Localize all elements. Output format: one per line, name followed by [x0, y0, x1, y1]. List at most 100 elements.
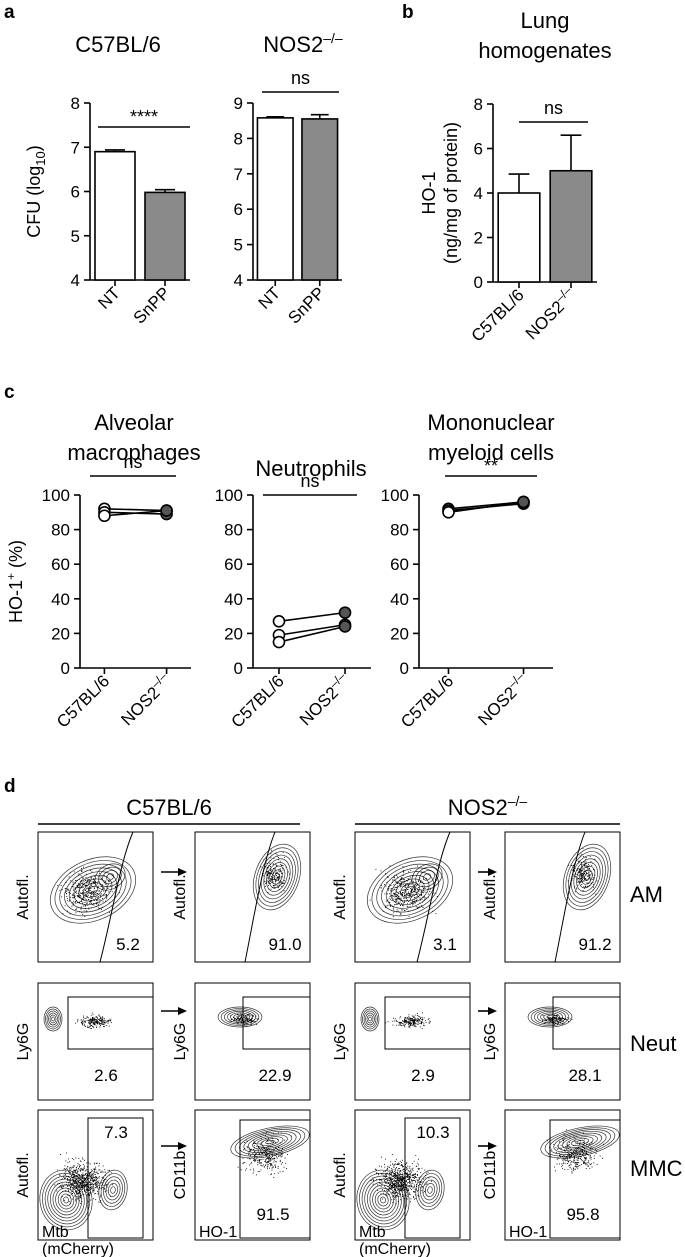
event-dot: [260, 1162, 262, 1163]
event-dot: [384, 1179, 386, 1181]
event-dot: [391, 1175, 393, 1177]
event-dot: [101, 1177, 103, 1178]
event-dot: [417, 880, 419, 882]
event-dot: [102, 1180, 104, 1181]
chart-title: NOS2–/–: [263, 30, 343, 57]
event-dot: [401, 900, 403, 902]
event-dot: [74, 1165, 75, 1167]
event-dot: [240, 1017, 242, 1018]
event-dot: [99, 1026, 101, 1028]
event-dot: [94, 1193, 96, 1195]
event-dot: [73, 1185, 75, 1187]
event-dot: [61, 1183, 63, 1185]
event-dot: [79, 1185, 81, 1186]
event-dot: [79, 1160, 81, 1162]
event-dot: [268, 1155, 270, 1156]
event-dot: [383, 1176, 385, 1178]
event-dot: [104, 1188, 106, 1190]
event-dot: [68, 1176, 70, 1178]
event-dot: [562, 1164, 564, 1166]
event-dot: [282, 851, 284, 853]
event-dot: [403, 1178, 405, 1180]
event-dot: [580, 870, 582, 871]
event-dot: [545, 1020, 547, 1021]
event-dot: [590, 1148, 592, 1150]
event-dot: [81, 871, 83, 872]
event-dot: [253, 1020, 254, 1022]
event-dot: [595, 1149, 597, 1151]
event-dot: [394, 904, 395, 906]
event-dot: [406, 1162, 408, 1164]
event-dot: [279, 882, 281, 884]
event-dot: [404, 1017, 406, 1019]
event-dot: [277, 1166, 279, 1168]
event-dot: [396, 898, 398, 900]
density-contour: [268, 865, 286, 889]
event-dot: [264, 880, 266, 882]
event-dot: [85, 1182, 87, 1183]
event-dot: [378, 1165, 380, 1167]
event-dot: [569, 1160, 571, 1161]
event-dot: [395, 1203, 397, 1205]
density-contour: [260, 1138, 280, 1146]
event-dot: [96, 1182, 97, 1183]
event-dot: [77, 1182, 79, 1184]
event-dot: [95, 1193, 97, 1194]
event-dot: [248, 1019, 250, 1021]
event-dot: [429, 889, 431, 891]
event-dot: [269, 1157, 271, 1159]
event-dot: [253, 1149, 254, 1151]
event-dot: [573, 874, 575, 876]
event-dot: [84, 885, 86, 887]
event-dot: [241, 1015, 242, 1017]
event-dot: [394, 1186, 395, 1188]
event-dot: [243, 1015, 244, 1017]
event-dot: [86, 1185, 88, 1187]
event-dot: [68, 1171, 70, 1173]
event-dot: [419, 1184, 421, 1186]
event-dot: [94, 1021, 95, 1023]
density-contour: [230, 1012, 250, 1022]
event-dot: [421, 885, 423, 887]
event-dot: [72, 883, 74, 885]
arrow-head: [488, 1007, 497, 1015]
event-dot: [283, 882, 285, 884]
event-dot: [265, 1149, 266, 1151]
event-dot: [397, 1180, 399, 1182]
event-dot: [72, 1179, 73, 1180]
event-dot: [280, 863, 282, 865]
event-dot: [76, 1183, 78, 1184]
event-dot: [229, 1020, 231, 1022]
event-dot: [265, 1138, 267, 1140]
event-dot: [393, 1196, 395, 1197]
event-dot: [88, 1194, 90, 1196]
event-dot: [77, 895, 79, 897]
event-dot: [401, 877, 403, 879]
event-dot: [406, 1177, 408, 1179]
event-dot: [275, 1141, 276, 1143]
event-dot: [396, 1167, 397, 1168]
event-dot: [260, 1164, 262, 1166]
event-dot: [96, 1021, 98, 1022]
event-dot: [559, 1019, 561, 1021]
event-dot: [588, 866, 590, 867]
gate-percent: 91.5: [256, 1205, 289, 1224]
event-dot: [94, 1187, 96, 1189]
event-dot: [79, 886, 80, 888]
point-c57bl6: [442, 505, 455, 519]
density-contour: [533, 1009, 567, 1025]
event-dot: [108, 880, 110, 882]
event-dot: [93, 888, 95, 889]
event-dot: [256, 1024, 257, 1025]
event-dot: [410, 1171, 412, 1173]
event-dot: [273, 1177, 275, 1178]
event-dot: [569, 1164, 571, 1166]
event-dot: [86, 1194, 88, 1196]
event-dot: [106, 895, 107, 896]
event-dot: [91, 899, 92, 901]
event-dot: [406, 1172, 408, 1174]
event-dot: [391, 1191, 393, 1193]
event-dot: [242, 1157, 244, 1159]
flow-y-label: Autofl.: [332, 1152, 349, 1197]
